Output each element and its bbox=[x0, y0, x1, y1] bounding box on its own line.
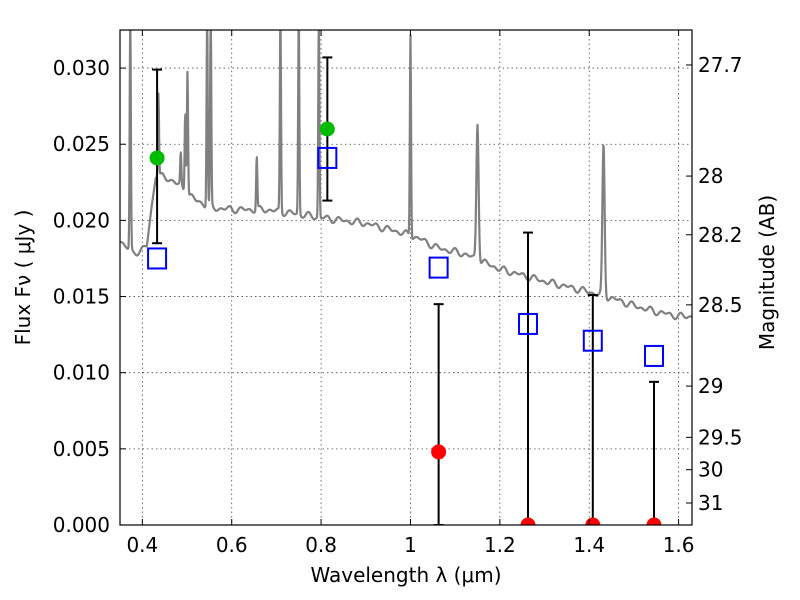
y-tick-label: 0.020 bbox=[53, 208, 110, 232]
axis-ticks: 0.4 0.6 0.8 1 1.2 1.4 1.6 0.000 0.005 0.010 0.015 0… bbox=[53, 30, 743, 557]
y-tick-label: 0.005 bbox=[53, 437, 110, 461]
y-tick-label: 0.015 bbox=[53, 285, 110, 309]
mag-tick-label: 29 bbox=[698, 374, 723, 398]
mag-tick-label: 29.5 bbox=[698, 425, 743, 449]
x-tick-label: 1.6 bbox=[663, 533, 695, 557]
model-photometry-square bbox=[582, 329, 603, 352]
y2-axis-label: Magnitude (AB) bbox=[755, 195, 779, 350]
x-tick-label: 1.2 bbox=[484, 533, 516, 557]
model-photometry-square bbox=[428, 256, 449, 279]
x-tick-label: 0.6 bbox=[216, 533, 248, 557]
model-photometry-square bbox=[517, 312, 538, 335]
plot-frame bbox=[119, 29, 693, 526]
mag-tick-label: 27.7 bbox=[698, 53, 743, 77]
nondetection-point bbox=[646, 517, 662, 525]
detection-point bbox=[149, 150, 165, 166]
mag-tick-label: 31 bbox=[698, 491, 723, 515]
x-tick-label: 0.4 bbox=[126, 533, 158, 557]
model-photometry-square bbox=[644, 344, 665, 367]
model-photometry-square bbox=[317, 146, 338, 169]
nondetection-point bbox=[520, 517, 536, 525]
y-tick-label: 0.030 bbox=[53, 56, 110, 80]
mag-tick-label: 28.5 bbox=[698, 293, 743, 317]
data-points bbox=[147, 56, 665, 525]
y-axis-label: Flux Fν ( μJy ) bbox=[11, 210, 35, 346]
y-tick-label: 0.010 bbox=[53, 361, 110, 385]
x-tick-label: 1 bbox=[404, 533, 417, 557]
nondetection-point bbox=[431, 444, 447, 460]
x-tick-label: 0.8 bbox=[305, 533, 337, 557]
x-axis-label: Wavelength λ (μm) bbox=[310, 563, 501, 587]
detection-point bbox=[319, 121, 335, 137]
x-tick-label: 1.4 bbox=[573, 533, 605, 557]
mag-tick-label: 30 bbox=[698, 458, 723, 482]
y-tick-label: 0.025 bbox=[53, 132, 110, 156]
y-tick-label: 0.000 bbox=[53, 513, 110, 537]
model-photometry-square bbox=[147, 247, 168, 270]
mag-tick-label: 28.2 bbox=[698, 223, 743, 247]
mag-tick-label: 28 bbox=[698, 164, 723, 188]
